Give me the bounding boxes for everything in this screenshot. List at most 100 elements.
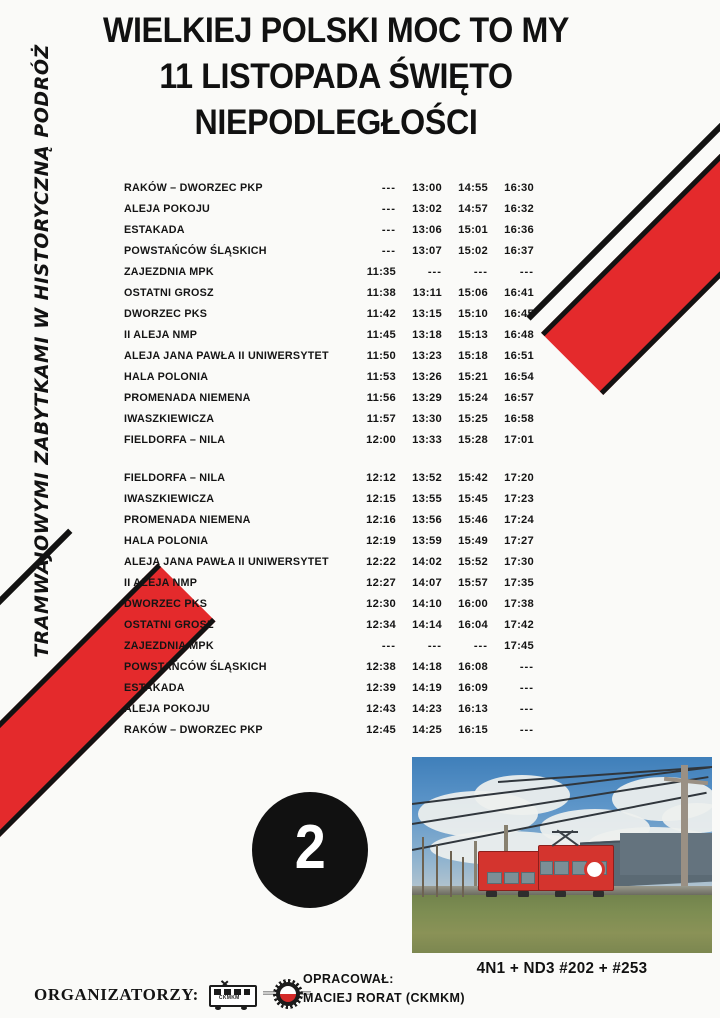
- departure-times: 11:38 13:11 15:06 16:41: [356, 287, 534, 299]
- tram-photo: [412, 757, 712, 953]
- winged-gear-logo-icon: [262, 979, 311, 1010]
- departure-time: 15:13: [458, 329, 488, 341]
- departure-time: 15:52: [458, 556, 488, 568]
- stop-name: ESTAKADA: [124, 682, 185, 694]
- departure-time: ---: [473, 640, 488, 652]
- tree-icon: [462, 857, 464, 897]
- departure-time: 17:30: [504, 556, 534, 568]
- stop-name: PROMENADA NIEMENA: [124, 392, 251, 404]
- stop-name: ESTAKADA: [124, 224, 185, 236]
- departure-times: 11:53 13:26 15:21 16:54: [356, 371, 534, 383]
- departure-time: ---: [519, 724, 534, 736]
- departure-times: 12:22 14:02 15:52 17:30: [356, 556, 534, 568]
- departure-time: ---: [519, 682, 534, 694]
- departure-time: 13:15: [412, 308, 442, 320]
- logo-tram-window: [243, 989, 250, 995]
- departure-times: 12:19 13:59 15:49 17:27: [356, 535, 534, 547]
- departure-time: 15:46: [458, 514, 488, 526]
- departure-time: 17:01: [504, 434, 534, 446]
- departure-time: 15:28: [458, 434, 488, 446]
- departure-times: 12:12 13:52 15:42 17:20: [356, 472, 534, 484]
- stop-name: ALEJA JANA PAWŁA II UNIWERSYTET: [124, 350, 329, 362]
- departure-time: 17:20: [504, 472, 534, 484]
- departure-time: 16:00: [458, 598, 488, 610]
- table-row: ALEJA JANA PAWŁA II UNIWERSYTET 12:22 14:0…: [124, 556, 534, 577]
- table-row: II ALEJA NMP 11:45 13:18 15:13 16:48: [124, 329, 534, 350]
- table-row: ALEJA POKOJU --- 13:02 14:57 16:32: [124, 203, 534, 224]
- departure-time: 13:07: [412, 245, 442, 257]
- stop-name: FIELDORFA – NILA: [124, 434, 226, 446]
- departure-time: ---: [381, 182, 396, 194]
- departure-time: 14:25: [412, 724, 442, 736]
- departure-time: 16:54: [504, 371, 534, 383]
- tram-emblem-icon: [584, 859, 605, 880]
- departure-time: 13:29: [412, 392, 442, 404]
- departure-time: 12:43: [366, 703, 396, 715]
- departure-times: 12:34 14:14 16:04 17:42: [356, 619, 534, 631]
- photo-grass: [412, 887, 712, 953]
- logo-tram-window: [213, 989, 221, 995]
- departure-times: --- 13:06 15:01 16:36: [356, 224, 534, 236]
- table-row: ZAJEZDNIA MPK --- --- --- 17:45: [124, 640, 534, 661]
- stop-name: ALEJA POKOJU: [124, 203, 211, 215]
- departure-times: 12:00 13:33 15:28 17:01: [356, 434, 534, 446]
- stop-name: POWSTAŃCÓW ŚLĄSKICH: [124, 245, 267, 257]
- departure-times: 12:15 13:55 15:45 17:23: [356, 493, 534, 505]
- organizers-row: ORGANIZATORZY: CKMKM: [34, 979, 311, 1010]
- departure-time: 16:57: [504, 392, 534, 404]
- departure-times: --- 13:07 15:02 16:37: [356, 245, 534, 257]
- departure-time: 16:37: [504, 245, 534, 257]
- departure-time: 11:45: [366, 329, 396, 341]
- departure-time: ---: [427, 640, 442, 652]
- stop-name: OSTATNI GROSZ: [124, 619, 214, 631]
- organizers-label: ORGANIZATORZY:: [34, 985, 199, 1004]
- departure-time: 12:22: [366, 556, 396, 568]
- departure-time: ---: [381, 640, 396, 652]
- stop-name: HALA POLONIA: [124, 535, 209, 547]
- departure-time: 13:23: [412, 350, 442, 362]
- departure-time: 13:33: [412, 434, 442, 446]
- departure-time: 12:38: [366, 661, 396, 673]
- departure-times: --- --- --- 17:45: [356, 640, 534, 652]
- route-number-badge: 2: [252, 792, 368, 908]
- departure-time: 14:57: [458, 203, 488, 215]
- table-row: ZAJEZDNIA MPK 11:35 --- --- ---: [124, 266, 533, 287]
- table-row: IWASZKIEWICZA 11:57 13:30 15:25 16:58: [124, 413, 534, 434]
- stop-name: ZAJEZDNIA MPK: [124, 266, 214, 278]
- departure-times: 12:45 14:25 16:15 ---: [356, 724, 534, 736]
- stop-name: FIELDORFA – NILA: [124, 472, 226, 484]
- logo-polish-flag-icon: [279, 986, 296, 1002]
- table-row: OSTATNI GROSZ 11:38 13:11 15:06 16:41: [124, 287, 534, 308]
- tram-wheel: [486, 891, 497, 897]
- departure-time: 17:24: [504, 514, 534, 526]
- timetable-return: FIELDORFA – NILA 12:12 13:52 15:42 17:20 IWAS…: [124, 472, 534, 745]
- stop-name: ALEJA JANA PAWŁA II UNIWERSYTET: [124, 556, 329, 568]
- stop-name: DWORZEC PKS: [124, 308, 208, 320]
- route-number-label: 2: [294, 813, 326, 882]
- departure-time: ---: [519, 703, 534, 715]
- table-row: FIELDORFA – NILA 12:00 13:33 15:28 17:01: [124, 434, 534, 455]
- departure-time: 13:56: [412, 514, 442, 526]
- departure-time: 16:48: [504, 329, 534, 341]
- departure-time: 16:13: [458, 703, 488, 715]
- departure-time: 12:27: [366, 577, 396, 589]
- departure-time: 15:25: [458, 413, 488, 425]
- departure-time: 13:52: [412, 472, 442, 484]
- table-row: ESTAKADA --- 13:06 15:01 16:36: [124, 224, 534, 245]
- prepared-by-label: OPRACOWAŁ:: [303, 972, 394, 986]
- tree-icon: [436, 845, 438, 897]
- departure-time: 17:45: [504, 640, 534, 652]
- tram-window: [554, 861, 569, 875]
- departure-time: 14:19: [412, 682, 442, 694]
- departure-times: 12:39 14:19 16:09 ---: [356, 682, 534, 694]
- departure-time: 16:41: [504, 287, 534, 299]
- departure-time: 17:38: [504, 598, 534, 610]
- departure-time: 13:59: [412, 535, 442, 547]
- stop-name: RAKÓW – DWORZEC PKP: [124, 724, 263, 736]
- departure-times: 11:57 13:30 15:25 16:58: [356, 413, 534, 425]
- table-row: PROMENADA NIEMENA 12:16 13:56 15:46 17:24: [124, 514, 534, 535]
- tram-icon: [478, 829, 614, 897]
- departure-time: 12:19: [366, 535, 396, 547]
- stop-name: HALA POLONIA: [124, 371, 209, 383]
